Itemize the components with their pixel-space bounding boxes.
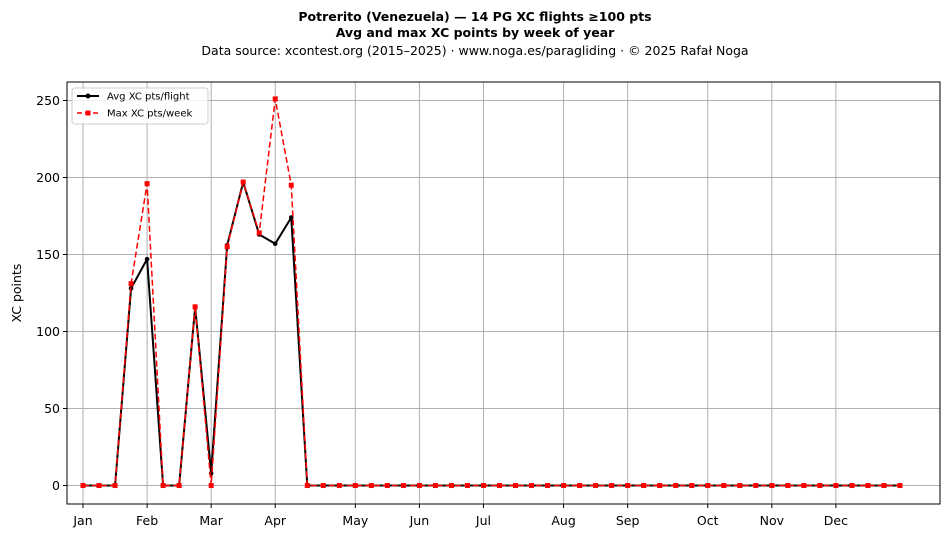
max-point: [625, 483, 631, 489]
x-tick-label: Jul: [475, 513, 491, 528]
x-tick-label: May: [342, 513, 368, 528]
max-point: [352, 483, 358, 489]
max-point: [721, 483, 727, 489]
x-tick-label: Dec: [824, 513, 848, 528]
x-tick-label: Oct: [697, 513, 719, 528]
plot-frame: [66, 81, 941, 505]
chart-title: Potrerito (Venezuela) — 14 PG XC flights…: [298, 9, 652, 24]
max-point: [705, 483, 711, 489]
x-tick-label: Nov: [760, 513, 785, 528]
legend-box: [71, 87, 209, 125]
max-point: [96, 483, 102, 489]
x-tick-label: Jun: [409, 513, 430, 528]
y-tick-label: 250: [36, 93, 60, 108]
max-point: [881, 483, 887, 489]
y-tick-label: 50: [44, 401, 60, 416]
avg-point: [272, 241, 278, 247]
axes: 0 50 100 150 200 250 Jan Feb Mar Apr May Jun Jul Aug S…: [36, 93, 848, 528]
max-point: [609, 483, 615, 489]
max-point: [561, 483, 567, 489]
legend-avg-label: Avg XC pts/flight: [107, 92, 190, 103]
max-point: [801, 483, 807, 489]
x-tick-label: Feb: [136, 513, 158, 528]
max-point: [593, 483, 599, 489]
max-point: [416, 483, 422, 489]
max-point: [144, 181, 150, 187]
max-point: [240, 179, 246, 185]
x-tick-label: Apr: [264, 513, 286, 528]
y-tick-label: 100: [36, 324, 60, 339]
max-point: [192, 304, 198, 310]
max-point: [673, 483, 679, 489]
legend-avg-marker: [85, 93, 91, 99]
max-point: [513, 483, 519, 489]
max-point: [288, 182, 294, 188]
max-point: [80, 483, 86, 489]
max-point: [657, 483, 663, 489]
x-tick-label: Aug: [551, 513, 575, 528]
max-point: [368, 483, 374, 489]
max-point: [208, 483, 214, 489]
max-point: [448, 483, 454, 489]
max-point: [112, 483, 118, 489]
series-max-line: [83, 98, 900, 487]
y-tick-label: 200: [36, 170, 60, 185]
max-point: [529, 483, 535, 489]
max-point: [689, 483, 695, 489]
y-tick-label: 0: [52, 478, 60, 493]
x-tick-label: Mar: [199, 513, 223, 528]
max-point: [833, 483, 839, 489]
grid: [67, 82, 940, 504]
legend: Avg XC pts/flight Max XC pts/week: [71, 87, 209, 125]
legend-max-label: Max XC pts/week: [107, 109, 192, 120]
max-point: [545, 483, 551, 489]
max-point: [224, 244, 230, 250]
y-axis-label: XC points: [9, 264, 24, 323]
series-avg-line: [83, 181, 900, 487]
max-point: [577, 483, 583, 489]
chart-source: Data source: xcontest.org (2015–2025) · …: [201, 43, 749, 58]
max-point: [737, 483, 743, 489]
max-point: [641, 483, 647, 489]
max-point: [897, 483, 903, 489]
max-point: [432, 483, 438, 489]
max-point: [272, 96, 278, 102]
max-point: [304, 483, 310, 489]
max-point: [849, 483, 855, 489]
max-point: [176, 483, 182, 489]
max-point: [160, 483, 166, 489]
max-point: [817, 483, 823, 489]
x-tick-label: Sep: [616, 513, 640, 528]
max-point: [336, 483, 342, 489]
max-point: [480, 483, 486, 489]
max-point: [384, 483, 390, 489]
max-point: [496, 483, 502, 489]
max-point: [769, 483, 775, 489]
legend-max-marker: [85, 110, 91, 116]
x-tick-label: Jan: [72, 513, 92, 528]
max-point: [464, 483, 470, 489]
avg-point: [144, 256, 150, 262]
max-point: [256, 230, 262, 236]
chart-subtitle: Avg and max XC points by week of year: [335, 25, 615, 40]
series: [80, 96, 903, 489]
y-tick-label: 150: [36, 247, 60, 262]
max-point: [865, 483, 871, 489]
max-point: [128, 281, 134, 287]
max-point: [753, 483, 759, 489]
max-point: [785, 483, 791, 489]
max-point: [400, 483, 406, 489]
max-point: [320, 483, 326, 489]
